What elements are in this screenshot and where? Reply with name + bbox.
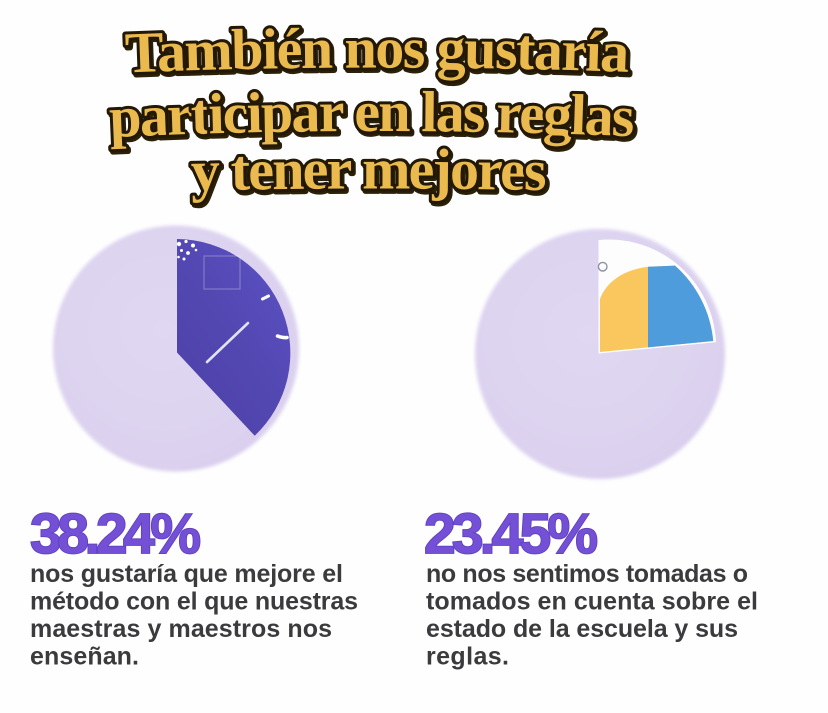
svg-text:maestras y maestros nos: maestras y maestros nos: [30, 615, 332, 643]
svg-text:y tener mejores: y tener mejores: [190, 136, 547, 203]
svg-text:participar en las reglas: participar en las reglas: [108, 79, 636, 150]
svg-text:y tener mejores: y tener mejores: [192, 139, 549, 206]
svg-text:nos gustaría que mejore el: nos gustaría que mejore el: [30, 560, 343, 588]
svg-text:no nos sentimos tomadas o: no nos sentimos tomadas o: [426, 560, 748, 588]
svg-text:estado de la escuela y sus: estado de la escuela y sus: [426, 615, 738, 643]
svg-text:tomados en cuenta sobre el: tomados en cuenta sobre el: [426, 588, 758, 616]
svg-text:También nos gustaría: También nos gustaría: [124, 15, 631, 85]
svg-text:enseñan.: enseñan.: [30, 643, 139, 671]
svg-text:23.45%: 23.45%: [424, 502, 598, 566]
svg-text:reglas.: reglas.: [426, 643, 509, 671]
svg-text:38.24%: 38.24%: [30, 502, 201, 566]
svg-text:También nos gustaría: También nos gustaría: [126, 18, 633, 88]
svg-text:participar en las reglas: participar en las reglas: [110, 81, 638, 152]
svg-text:método con el que nuestras: método con el que nuestras: [30, 588, 358, 616]
